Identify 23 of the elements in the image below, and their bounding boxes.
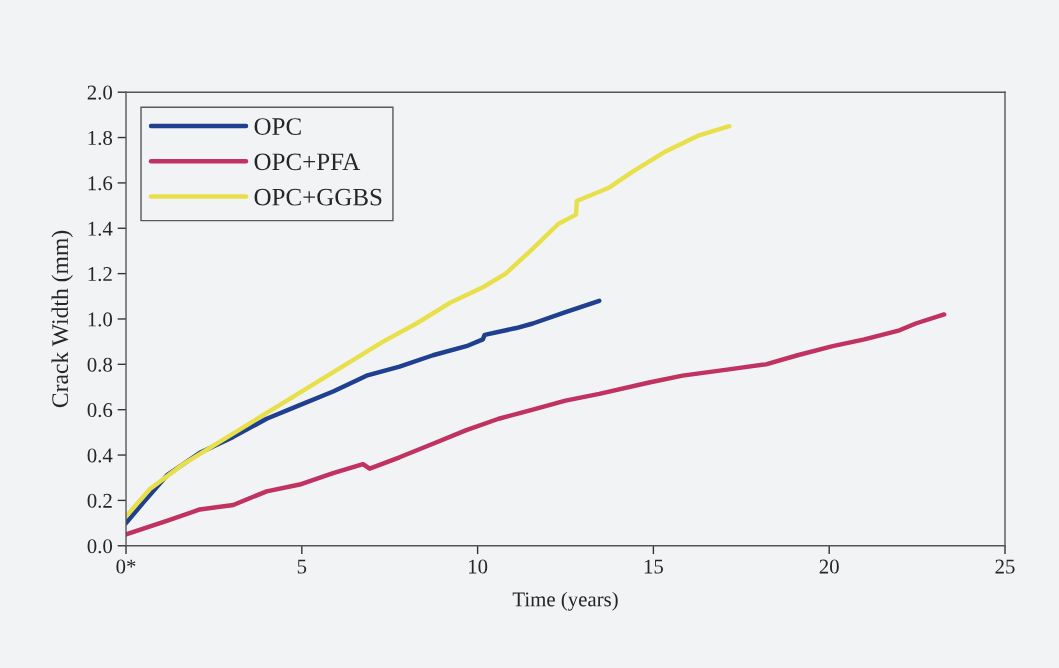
x-tick-label: 10: [469, 559, 488, 574]
y-tick-label: 0.2: [87, 493, 112, 508]
x-tick-label: 0*: [116, 559, 136, 574]
y-axis-title: Crack Width (mm): [51, 230, 73, 408]
y-tick-label: 0.8: [87, 357, 113, 372]
x-tick-label: 5: [297, 559, 307, 574]
y-tick-label: 1.4: [88, 221, 113, 236]
y-tick-label: 0.0: [87, 539, 113, 554]
y-tick-label: 1.6: [88, 176, 113, 191]
y-tick-label: 0.4: [87, 448, 113, 463]
y-tick-label: 1.0: [88, 312, 113, 327]
x-tick-label: 25: [995, 559, 1015, 574]
legend-label: OPC: [254, 118, 301, 135]
x-axis-title: Time (years): [512, 591, 618, 611]
y-tick-label: 0.6: [87, 403, 113, 418]
y-tick-label: 1.2: [88, 267, 112, 282]
line-series: [126, 312, 947, 537]
legend-label: OPC+PFA: [254, 153, 361, 171]
x-tick-label: 15: [644, 559, 664, 574]
legend-label: OPC+GGBS: [254, 188, 382, 206]
y-tick-label: 2.0: [87, 85, 113, 100]
y-tick-label: 1.8: [88, 130, 113, 146]
x-tick-label: 20: [819, 559, 839, 574]
